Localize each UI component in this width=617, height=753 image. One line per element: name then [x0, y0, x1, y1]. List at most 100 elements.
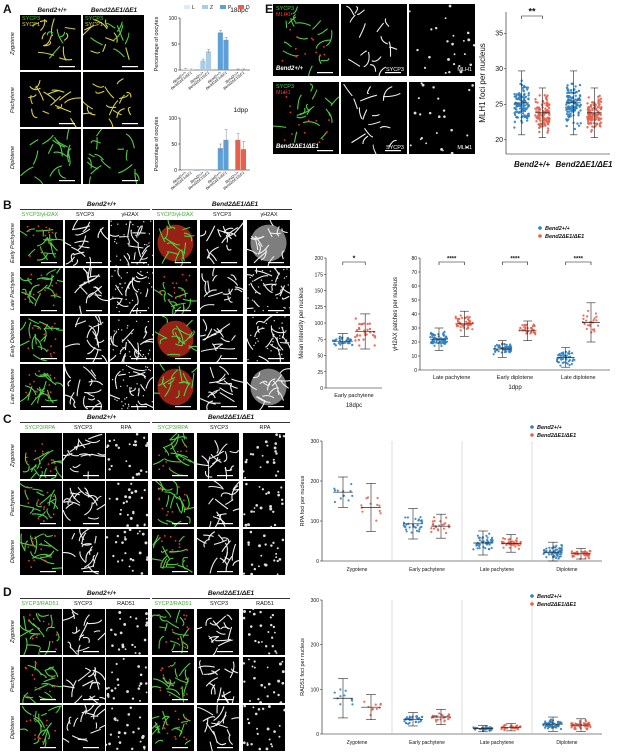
chromosome-axis	[294, 131, 298, 143]
data-point	[502, 724, 505, 728]
data-point	[567, 96, 570, 99]
data-point	[488, 729, 491, 733]
data-point	[548, 553, 551, 556]
focus-dot	[463, 53, 466, 56]
micrograph	[20, 657, 62, 703]
focus-dot	[271, 613, 275, 617]
chromosome-axis	[50, 295, 61, 299]
data-point	[475, 543, 478, 546]
chromosome-axis	[256, 396, 271, 404]
data-point	[366, 322, 369, 326]
data-point	[593, 106, 597, 109]
scale-bar	[217, 747, 233, 749]
focus-dot	[183, 499, 185, 502]
focus-dot	[278, 557, 282, 561]
focus-dot	[126, 690, 129, 693]
focus-dot	[146, 366, 149, 369]
chromosome-axis	[38, 544, 51, 547]
data-point	[375, 519, 378, 522]
chromosome-axis	[207, 280, 210, 293]
micrograph-texture	[106, 706, 146, 751]
focus-dot	[276, 311, 278, 314]
focus-dot	[285, 330, 287, 332]
micrograph	[20, 609, 62, 655]
significance-bracket	[438, 261, 465, 265]
chromosome-axis	[135, 275, 148, 280]
axis-label-x: 18dpc	[346, 403, 362, 409]
data-point	[546, 123, 550, 126]
focus-dot	[245, 458, 248, 461]
tick-label: 0	[174, 68, 177, 74]
chromosome-axis	[162, 281, 166, 290]
chromosome-axis	[273, 125, 287, 128]
focus-dot	[259, 610, 262, 614]
nucleus-haze	[157, 320, 194, 358]
chromosome-axis	[212, 275, 218, 282]
chromosome-axis	[220, 337, 230, 343]
focus-dot	[277, 693, 280, 697]
tick-label: 20	[495, 137, 503, 144]
focus-dot	[45, 226, 48, 229]
data-point	[578, 94, 582, 98]
channel-label-mlh1: MLH1	[457, 66, 472, 73]
nucleus-haze	[157, 224, 194, 262]
chromosome-axis	[223, 297, 232, 301]
focus-dot	[283, 277, 286, 279]
data-point	[443, 330, 446, 333]
data-point	[404, 516, 407, 519]
focus-dot	[40, 542, 42, 545]
focus-dot	[48, 227, 51, 230]
focus-dot	[25, 456, 28, 459]
chromosome-axis	[71, 735, 88, 740]
focus-dot	[136, 383, 138, 385]
data-point	[571, 96, 575, 99]
chromosome-axis	[78, 439, 86, 449]
focus-dot	[138, 551, 142, 555]
focus-dot	[116, 306, 118, 309]
chromosome-axis	[35, 229, 54, 232]
focus-dot	[289, 307, 290, 309]
focus-dot	[24, 298, 27, 301]
micrograph	[243, 705, 285, 751]
focus-dot	[432, 86, 435, 89]
focus-dot	[30, 273, 33, 276]
focus-dot	[131, 747, 134, 751]
chromosome-axis	[50, 615, 53, 629]
data-point	[350, 699, 354, 702]
focus-dot	[132, 443, 136, 446]
chromosome-axis	[79, 286, 88, 295]
focus-dot	[173, 291, 176, 294]
chromosome-axis	[95, 90, 105, 94]
chromosome-axis	[213, 706, 225, 722]
focus-dot	[466, 31, 470, 35]
chromosome-axis	[173, 306, 182, 314]
focus-dot	[114, 269, 116, 272]
chromosome-axis	[47, 90, 59, 95]
data-point	[487, 547, 490, 551]
focus-dot	[140, 572, 144, 575]
focus-dot	[53, 677, 55, 679]
focus-dot	[123, 731, 127, 735]
focus-dot	[177, 460, 180, 463]
chromosome-axis	[279, 285, 286, 297]
chromosome-axis	[52, 139, 66, 148]
focus-dot	[163, 275, 166, 278]
focus-dot	[122, 346, 124, 349]
data-point	[555, 548, 559, 551]
chromosome-axis	[139, 338, 153, 346]
chromosome-axis	[85, 667, 92, 672]
panel-label-b: B	[3, 198, 12, 212]
scale-bar	[86, 358, 102, 360]
data-point	[376, 496, 379, 500]
data-point	[436, 529, 440, 532]
chromosome-axis	[20, 230, 28, 237]
focus-dot	[29, 719, 32, 722]
focus-dot	[107, 686, 110, 689]
focus-dot	[270, 743, 273, 746]
focus-dot	[31, 327, 34, 329]
focus-dot	[37, 736, 40, 738]
scale-bar	[40, 747, 56, 749]
chromosome-axis	[26, 644, 41, 648]
chromosome-axis	[28, 321, 32, 337]
chromosome-axis	[38, 511, 46, 518]
